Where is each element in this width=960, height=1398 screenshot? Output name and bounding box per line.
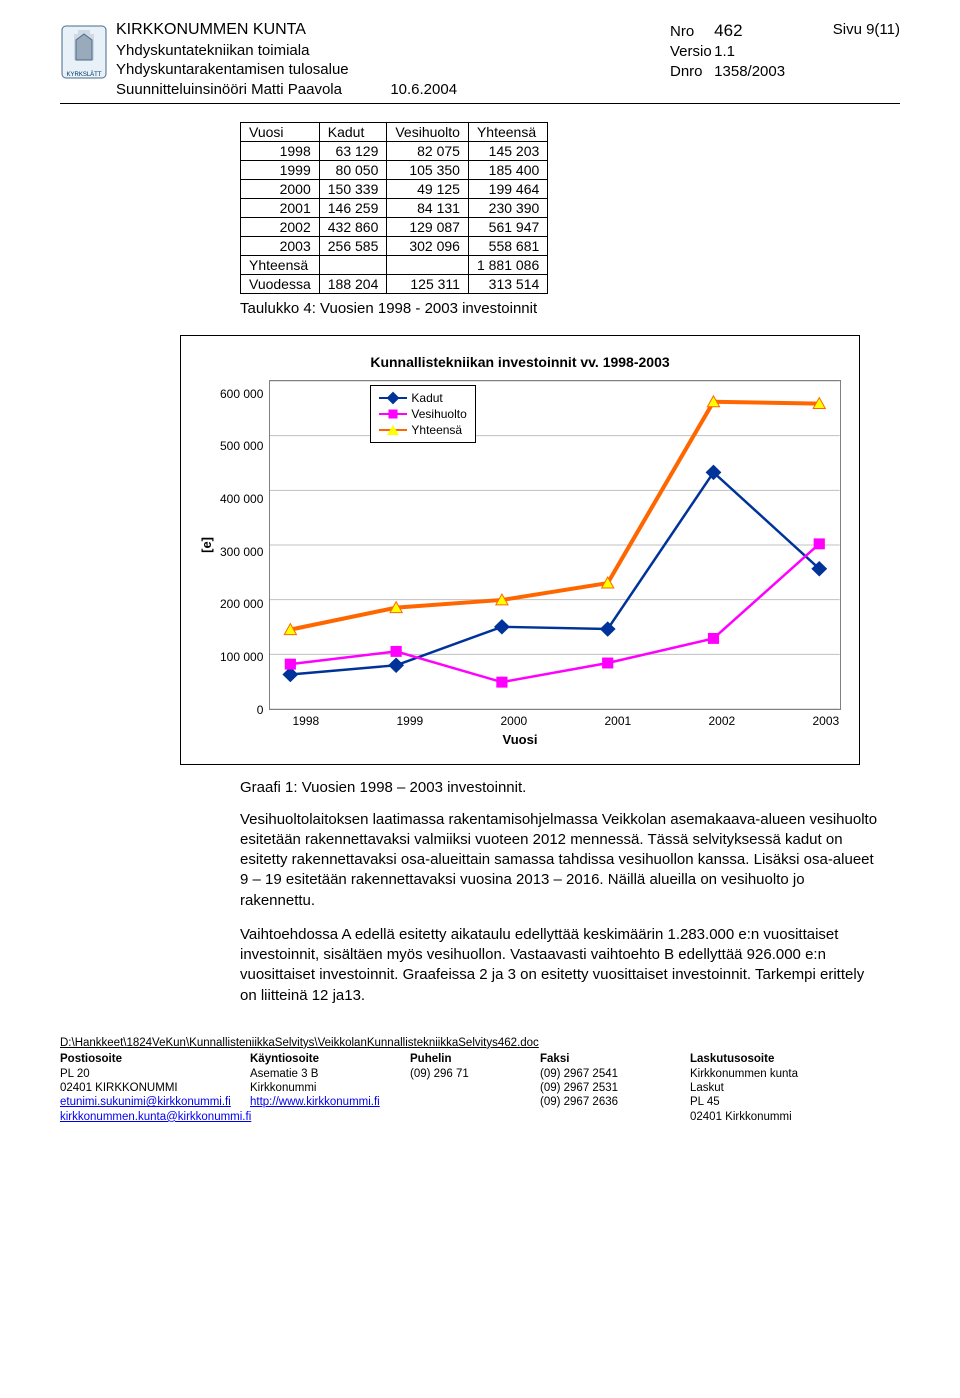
body-paragraph-1: Vesihuoltolaitoksen laatimassa rakentami… [240,810,880,911]
header-role: Suunnitteluinsinööri Matti Paavola [116,81,342,98]
footer-cell: 02401 Kirkkonummi [690,1110,870,1124]
table-cell: 2002 [241,217,320,236]
legend-item: Kadut [379,390,466,406]
chart-title: Kunnallistekniikan investoinnit vv. 1998… [199,354,841,370]
table-cell: 150 339 [319,179,387,198]
footer-filepath: D:\Hankkeet\1824VeKun\KunnallisteniikkaS… [60,1036,900,1050]
chart-xaxis: 199819992000200120022003 [273,710,833,726]
footer-cell: (09) 296 71 [410,1067,530,1081]
footer-col-header: Puhelin [410,1052,530,1066]
investment-table: VuosiKadutVesihuoltoYhteensä199863 12982… [240,122,548,294]
investment-chart: Kunnallistekniikan investoinnit vv. 1998… [180,335,860,765]
municipality-logo: KYRKSLÄTT [60,20,108,84]
footer-cell: Kirkkonummen kunta [690,1067,870,1081]
footer-col-header: Postiosoite [60,1052,240,1066]
table-cell: 1998 [241,141,320,160]
table-cell: 1999 [241,160,320,179]
table-cell: 2000 [241,179,320,198]
chart-ylabel: [e] [199,537,214,553]
footer-cell: etunimi.sukunimi@kirkkonummi.fi [60,1095,240,1109]
chart-legend: KadutVesihuoltoYhteensä [370,385,475,443]
legend-item: Yhteensä [379,422,466,438]
table-cell: 84 131 [387,198,469,217]
table-summary-cell: Yhteensä [241,255,320,274]
footer-cell: (09) 2967 2541 [540,1067,680,1081]
table-cell: 558 681 [468,236,547,255]
versio-value: 1.1 [714,43,735,60]
header-dept2: Yhdyskuntarakentamisen tulosalue [116,60,670,80]
footer-cell [410,1095,530,1109]
table-cell: 302 096 [387,236,469,255]
table-cell: 199 464 [468,179,547,198]
footer-cell [410,1110,530,1124]
footer-link[interactable]: etunimi.sukunimi@kirkkonummi.fi [60,1096,231,1108]
table-summary-cell [319,255,387,274]
table-summary-cell: 1 881 086 [468,255,547,274]
table-summary-cell: 313 514 [468,274,547,293]
table-cell: 432 860 [319,217,387,236]
header-date: 10.6.2004 [390,81,457,98]
body-paragraph-2: Vaihtoehdossa A edellä esitetty aikataul… [240,925,880,1006]
footer-link[interactable]: http://www.kirkkonummi.fi [250,1096,380,1108]
table-cell: 2003 [241,236,320,255]
table-header: Kadut [319,122,387,141]
footer-cell: kirkkonummen.kunta@kirkkonummi.fi [60,1110,240,1124]
footer-link[interactable]: kirkkonummen.kunta@kirkkonummi.fi [60,1111,251,1123]
footer-col-header: Käyntiosoite [250,1052,400,1066]
footer-cell: (09) 2967 2531 [540,1081,680,1095]
table-header: Vesihuolto [387,122,469,141]
versio-label: Versio [670,42,710,62]
nro-value: 462 [714,21,742,40]
page-header: KYRKSLÄTT KIRKKONUMMEN KUNTA Yhdyskuntat… [60,20,900,104]
chart-caption: Graafi 1: Vuosien 1998 – 2003 investoinn… [240,779,900,796]
footer-col-header: Laskutusosoite [690,1052,870,1066]
footer-cell: PL 20 [60,1067,240,1081]
svg-text:KYRKSLÄTT: KYRKSLÄTT [66,71,101,78]
footer-cell: PL 45 [690,1095,870,1109]
dnro-label: Dnro [670,62,710,82]
table-summary-cell: 188 204 [319,274,387,293]
footer-cell: http://www.kirkkonummi.fi [250,1095,400,1109]
table-header: Yhteensä [468,122,547,141]
table-cell: 145 203 [468,141,547,160]
table-cell: 105 350 [387,160,469,179]
sivu-value: 9(11) [866,21,900,38]
table-cell: 146 259 [319,198,387,217]
table-cell: 63 129 [319,141,387,160]
chart-yaxis: 600 000500 000400 000300 000200 000100 0… [220,380,269,710]
footer-cell [410,1081,530,1095]
dnro-value: 1358/2003 [714,63,785,80]
table-cell: 129 087 [387,217,469,236]
chart-plot: KadutVesihuoltoYhteensä [269,380,841,710]
footer-cell: Kirkkonummi [250,1081,400,1095]
table-cell: 2001 [241,198,320,217]
table-header: Vuosi [241,122,320,141]
table-summary-cell: Vuodessa [241,274,320,293]
table-cell: 49 125 [387,179,469,198]
table-cell: 561 947 [468,217,547,236]
table-caption: Taulukko 4: Vuosien 1998 - 2003 investoi… [240,300,900,317]
header-org: KIRKKONUMMEN KUNTA [116,20,670,41]
legend-item: Vesihuolto [379,406,466,422]
table-cell: 256 585 [319,236,387,255]
page-footer: D:\Hankkeet\1824VeKun\KunnallisteniikkaS… [60,1036,900,1124]
footer-cell: (09) 2967 2636 [540,1095,680,1109]
nro-label: Nro [670,22,710,42]
footer-cell [250,1110,400,1124]
table-cell: 185 400 [468,160,547,179]
footer-col-header: Faksi [540,1052,680,1066]
footer-cell [540,1110,680,1124]
table-summary-cell [387,255,469,274]
chart-xlabel: Vuosi [199,732,841,747]
table-cell: 82 075 [387,141,469,160]
header-dept1: Yhdyskuntatekniikan toimiala [116,41,670,61]
table-cell: 80 050 [319,160,387,179]
table-summary-cell: 125 311 [387,274,469,293]
footer-cell: Laskut [690,1081,870,1095]
footer-cell: 02401 KIRKKONUMMI [60,1081,240,1095]
footer-cell: Asematie 3 B [250,1067,400,1081]
table-cell: 230 390 [468,198,547,217]
